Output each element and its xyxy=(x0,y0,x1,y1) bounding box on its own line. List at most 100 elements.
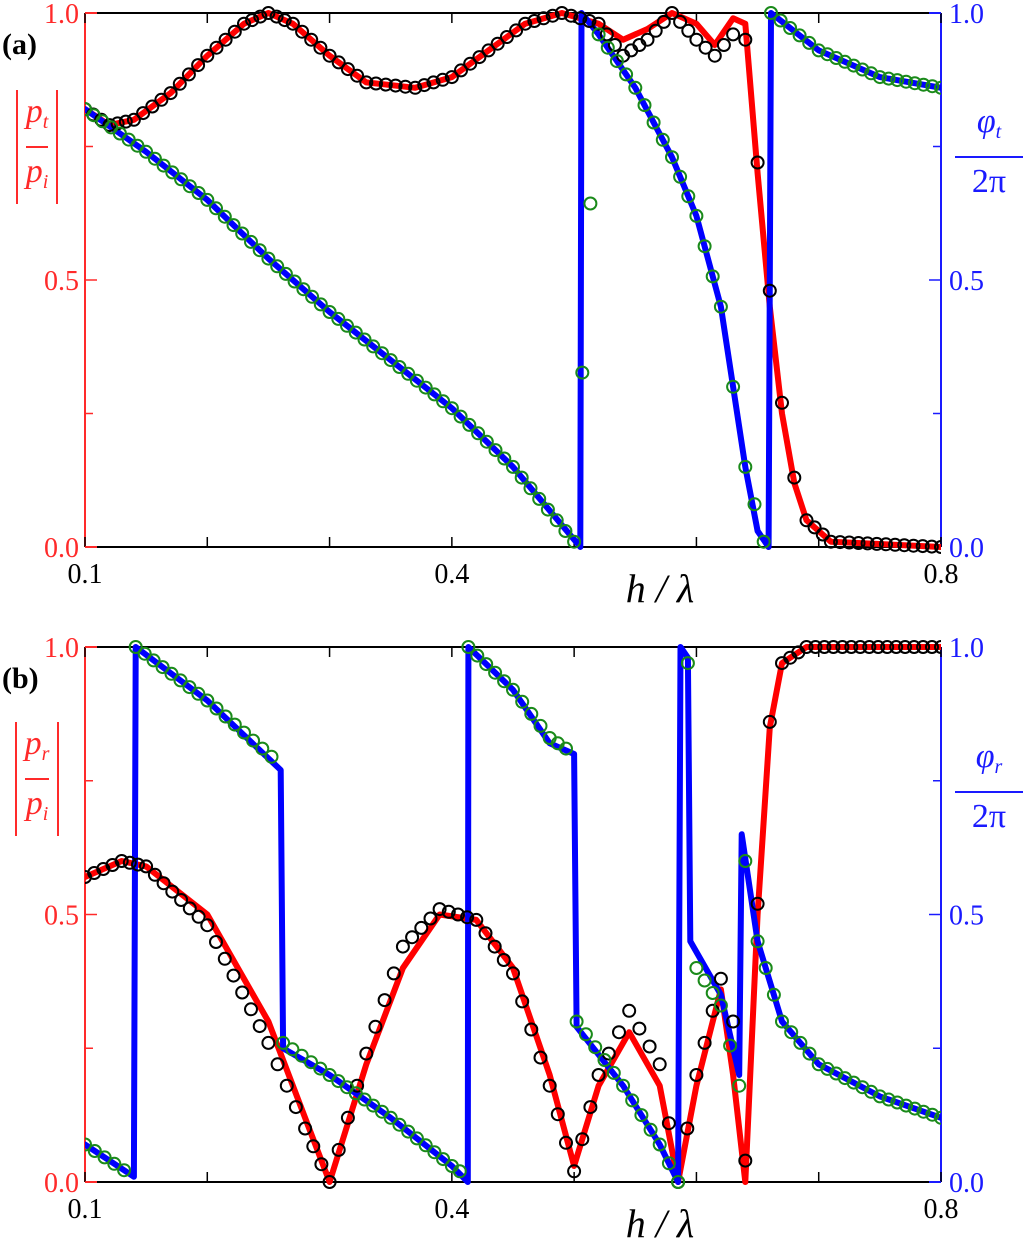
data-point xyxy=(925,640,939,654)
data-point xyxy=(432,902,447,917)
data-point xyxy=(122,855,137,870)
data-point xyxy=(916,77,931,92)
data-point xyxy=(606,1065,621,1080)
data-point xyxy=(713,971,728,986)
data-point xyxy=(136,106,151,121)
data-point xyxy=(218,709,233,724)
data-point xyxy=(217,951,232,966)
data-point xyxy=(569,1014,584,1029)
data-point xyxy=(331,311,346,326)
data-point xyxy=(454,63,468,78)
data-point xyxy=(619,67,634,82)
data-point xyxy=(673,14,688,29)
data-point xyxy=(377,993,392,1008)
data-point xyxy=(860,536,875,551)
data-point xyxy=(899,1098,914,1113)
data-point xyxy=(253,9,268,24)
data-point xyxy=(244,234,258,249)
data-point xyxy=(444,401,459,416)
data-point xyxy=(808,640,823,654)
panel-a-right-ylabel: φt 2π xyxy=(955,100,1023,204)
data-point xyxy=(766,987,781,1002)
data-point xyxy=(460,910,475,925)
data-point xyxy=(559,741,573,756)
data-point xyxy=(444,70,459,85)
data-point xyxy=(398,79,413,94)
data-point xyxy=(750,896,765,911)
data-point xyxy=(640,32,655,47)
data-point xyxy=(671,1175,686,1189)
data-point xyxy=(925,79,940,94)
data-point xyxy=(689,32,704,47)
data-point xyxy=(304,32,319,47)
data-point xyxy=(350,68,365,83)
data-point xyxy=(871,640,886,654)
data-point xyxy=(807,520,822,535)
data-point xyxy=(567,534,582,549)
data-point xyxy=(217,209,232,224)
data-point xyxy=(285,1042,300,1057)
data-point xyxy=(726,379,741,394)
data-point xyxy=(427,387,442,402)
data-point xyxy=(661,1116,676,1131)
data-point xyxy=(388,78,403,93)
data-point xyxy=(881,71,896,86)
data-point xyxy=(907,1101,922,1116)
data-point xyxy=(463,56,478,71)
data-point xyxy=(359,1046,374,1061)
data-point xyxy=(126,112,141,127)
data-point xyxy=(409,1131,424,1146)
data-point xyxy=(738,459,753,474)
data-point xyxy=(855,62,870,77)
data-point xyxy=(147,151,162,166)
data-point xyxy=(506,459,520,474)
data-point xyxy=(747,497,762,512)
data-point xyxy=(366,339,381,354)
data-point xyxy=(313,40,328,55)
data-point xyxy=(128,640,143,654)
data-point xyxy=(488,443,503,458)
data-point xyxy=(533,1050,548,1065)
data-point xyxy=(924,539,939,554)
data-point xyxy=(833,535,848,550)
data-point xyxy=(514,470,529,485)
data-point xyxy=(815,527,830,542)
data-point xyxy=(607,38,622,52)
data-point xyxy=(191,686,206,701)
data-point xyxy=(554,6,569,20)
panel-a-right-tick-label: 0.5 xyxy=(949,266,984,297)
data-point xyxy=(478,926,493,941)
data-point xyxy=(799,513,814,528)
data-point xyxy=(726,27,741,42)
data-point xyxy=(934,1110,941,1125)
data-point xyxy=(567,1164,582,1179)
data-point xyxy=(497,451,512,466)
data-point xyxy=(200,918,215,933)
data-point xyxy=(462,417,477,432)
data-point xyxy=(689,208,704,223)
data-point xyxy=(738,32,753,47)
panel-b-right-tick-label: 1.0 xyxy=(949,633,984,664)
data-point xyxy=(117,1163,132,1178)
data-point xyxy=(340,62,355,77)
data-point xyxy=(191,186,206,200)
data-point xyxy=(131,857,145,872)
data-point xyxy=(359,75,374,90)
data-point xyxy=(835,640,850,654)
data-point xyxy=(897,538,912,553)
data-point xyxy=(322,305,337,319)
data-point xyxy=(340,318,354,333)
data-point xyxy=(648,23,663,38)
data-point xyxy=(479,657,494,672)
data-point xyxy=(787,470,802,485)
data-point xyxy=(680,1121,695,1136)
data-point xyxy=(583,1100,598,1115)
panel-a-x-tick-label: 0.4 xyxy=(434,559,469,590)
data-point xyxy=(314,1157,329,1172)
data-point xyxy=(235,226,250,241)
data-point xyxy=(496,953,511,967)
data-point xyxy=(536,11,551,26)
data-point xyxy=(164,666,179,681)
data-point xyxy=(934,80,941,95)
